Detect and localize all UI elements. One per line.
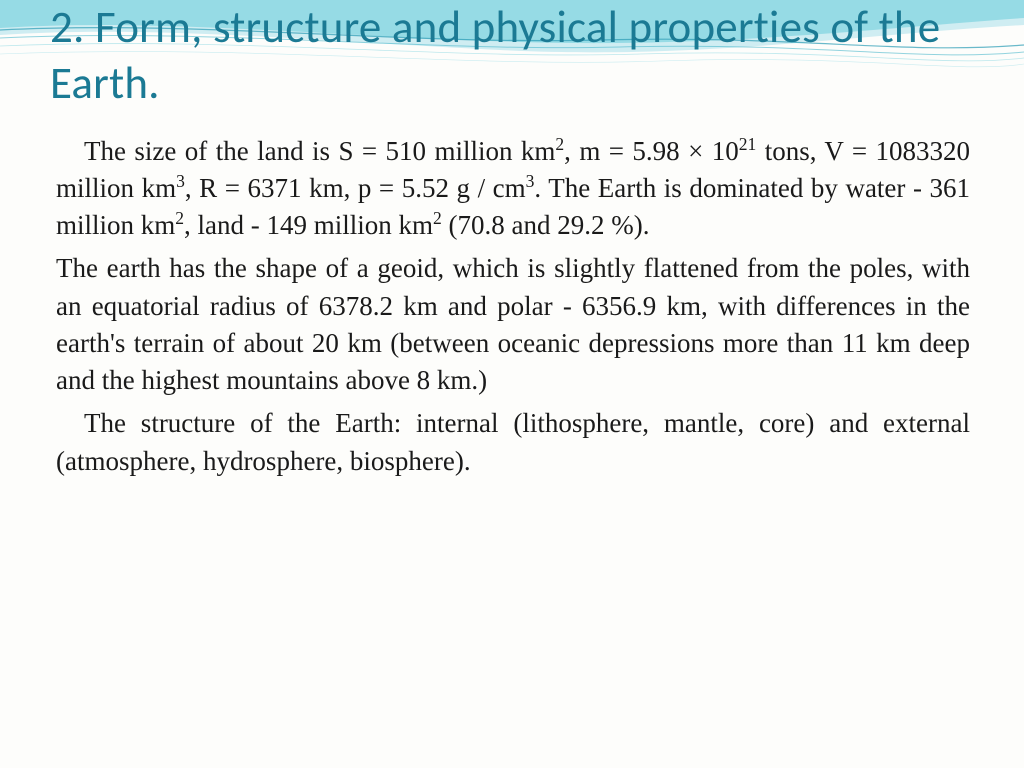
paragraph-1: The size of the land is S = 510 million … [56, 133, 970, 245]
paragraph-2: The earth has the shape of a geoid, whic… [56, 250, 970, 399]
slide-title: 2. Form, structure and physical properti… [0, 0, 1024, 113]
slide-body: The size of the land is S = 510 million … [0, 113, 1024, 480]
paragraph-3: The structure of the Earth: internal (li… [56, 405, 970, 480]
